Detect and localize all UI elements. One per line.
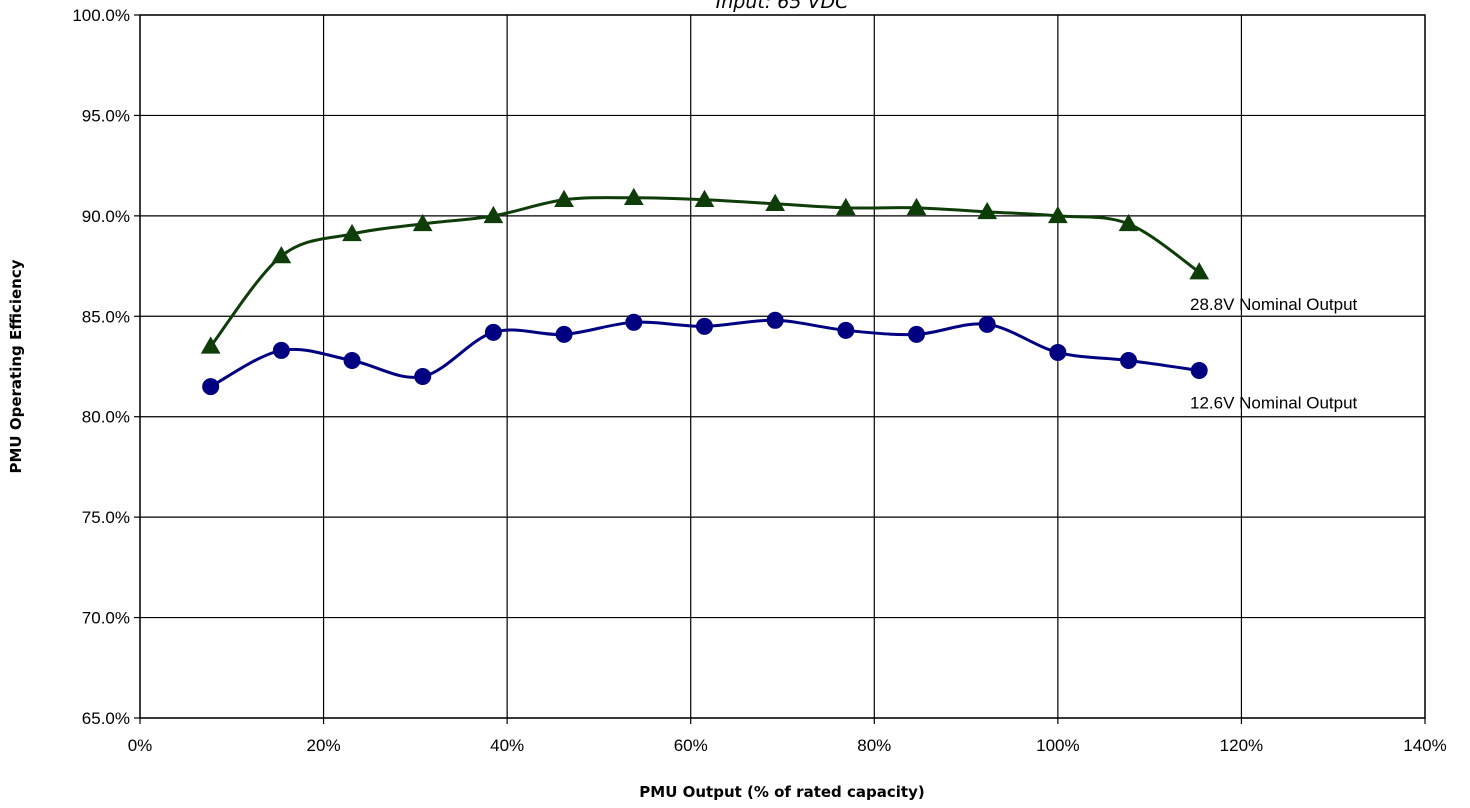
data-point-circle [202,378,220,396]
data-point-triangle [1047,205,1068,224]
data-point-triangle [906,197,927,216]
y-tick-label: 70.0% [82,609,130,628]
x-tick-label: 40% [490,736,524,755]
data-point-circle [766,311,784,329]
series-1: 28.8V Nominal Output [200,187,1358,354]
data-point-circle [625,313,643,331]
data-point-circle [1120,351,1138,369]
x-tick-label: 20% [307,736,341,755]
data-point-circle [484,323,502,341]
y-axis-title: PMU Operating Efficiency [7,259,25,473]
data-point-circle [414,368,432,386]
y-axis-ticks: 65.0% 70.0% 75.0% 80.0% 85.0% 90.0% 95.0% 100.0… [72,6,140,728]
data-point-triangle [1189,262,1210,280]
data-point-circle [695,317,713,335]
data-point-circle [837,321,855,339]
y-tick-label: 85.0% [82,307,130,326]
data-point-circle [272,341,290,359]
data-point-triangle [271,246,292,264]
y-tick-label: 90.0% [82,207,130,226]
plot-frame [139,14,1426,719]
data-point-triangle [1118,213,1139,232]
data-point-circle [1049,343,1067,361]
series-layer: 28.8V Nominal Output 12.6V Nominal Output [200,187,1358,413]
x-tick-label: 120% [1220,736,1263,755]
x-axis-title: PMU Output (% of rated capacity) [639,783,924,801]
x-tick-label: 60% [674,736,708,755]
x-tick-label: 100% [1036,736,1079,755]
data-point-triangle [977,201,998,220]
y-tick-label: 80.0% [82,408,130,427]
data-point-circle [1190,362,1208,380]
grid-lines [139,14,1426,719]
x-tick-label: 0% [128,736,153,755]
data-point-circle [343,351,361,369]
data-point-triangle [342,223,362,242]
data-point-triangle [483,205,504,224]
y-tick-label: 75.0% [82,508,130,527]
series-2: 12.6V Nominal Output [202,311,1358,413]
y-tick-label: 65.0% [82,709,130,728]
data-point-circle [908,325,926,343]
chart-title: Input: 65 VDC [716,0,849,13]
x-tick-label: 140% [1403,736,1446,755]
y-tick-label: 100.0% [72,6,130,25]
x-tick-label: 80% [857,736,891,755]
data-point-circle [978,315,996,333]
x-axis-ticks: 0% 20% 40% 60% 80% 100% 120% 140% [128,718,1447,755]
data-point-triangle [623,187,644,206]
data-point-triangle [694,189,715,208]
data-point-triangle [765,193,786,212]
series-label: 28.8V Nominal Output [1190,295,1358,314]
y-tick-label: 95.0% [82,106,130,125]
series-label: 12.6V Nominal Output [1190,394,1358,413]
data-point-triangle [835,197,856,216]
data-point-triangle [412,213,433,232]
data-point-triangle [554,189,574,208]
plot-border [139,14,1426,719]
data-point-circle [555,325,573,343]
data-point-triangle [200,336,221,354]
